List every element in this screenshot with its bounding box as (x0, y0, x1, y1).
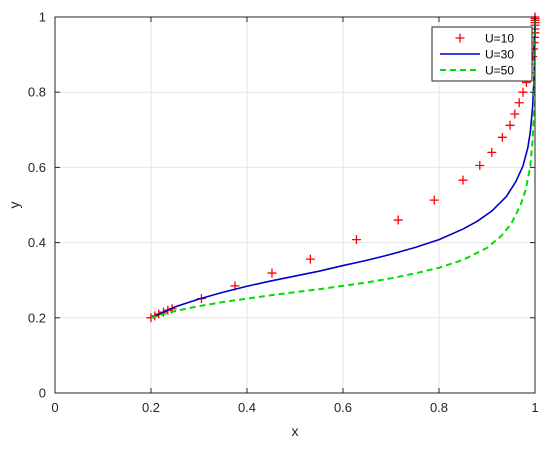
plot-frame (54, 16, 536, 394)
data-point-u-10 (514, 98, 524, 108)
legend-label-u-30: U=30 (485, 47, 514, 61)
y-tick-label: 0.4 (28, 235, 46, 250)
grid-layer (54, 16, 536, 394)
legend-label-u-10: U=10 (485, 31, 514, 45)
x-tick-label: 1 (531, 400, 538, 415)
data-point-u-10 (429, 195, 439, 205)
x-tick-label: 0.8 (430, 400, 448, 415)
legend-item-u-50: U=50 (440, 63, 514, 77)
x-tick-label: 0.4 (238, 400, 256, 415)
y-tick-label: 0.2 (28, 310, 46, 325)
legend-items: U=10 U=30 U=50 (440, 31, 514, 77)
legend-swatch-u-10 (455, 33, 465, 43)
series-line-u-30 (150, 16, 536, 319)
x-tick-label: 0.6 (334, 400, 352, 415)
data-point-u-10 (510, 109, 520, 119)
legend: U=10 U=30 U=50 (431, 26, 533, 82)
data-point-u-10 (497, 132, 507, 142)
y-tick-label: 0 (39, 386, 46, 401)
x-axis-label: x (292, 423, 299, 439)
data-point-u-10 (518, 87, 528, 97)
data-point-u-10 (305, 254, 315, 264)
data-point-u-10 (393, 215, 403, 225)
data-point-u-10 (351, 235, 361, 245)
tick-layer: 0 0.2 0.4 0.6 0.8 1 0 0.2 0.4 0.6 0.8 1 (28, 10, 539, 416)
x-tick-label: 0 (51, 400, 58, 415)
y-tick-label: 0.8 (28, 85, 46, 100)
data-point-u-10 (475, 161, 485, 171)
data-point-u-10 (505, 120, 515, 130)
data-point-u-10 (267, 268, 277, 278)
y-tick-label: 0.6 (28, 160, 46, 175)
data-point-u-10 (487, 147, 497, 157)
y-axis-label: y (6, 202, 22, 209)
legend-item-u-10: U=10 (455, 31, 514, 45)
y-tick-label: 1 (39, 10, 46, 25)
data-point-u-10 (458, 175, 468, 185)
x-tick-label: 0.2 (142, 400, 160, 415)
series-line-u-50 (150, 16, 536, 319)
legend-label-u-50: U=50 (485, 63, 514, 77)
legend-item-u-30: U=30 (440, 47, 514, 61)
